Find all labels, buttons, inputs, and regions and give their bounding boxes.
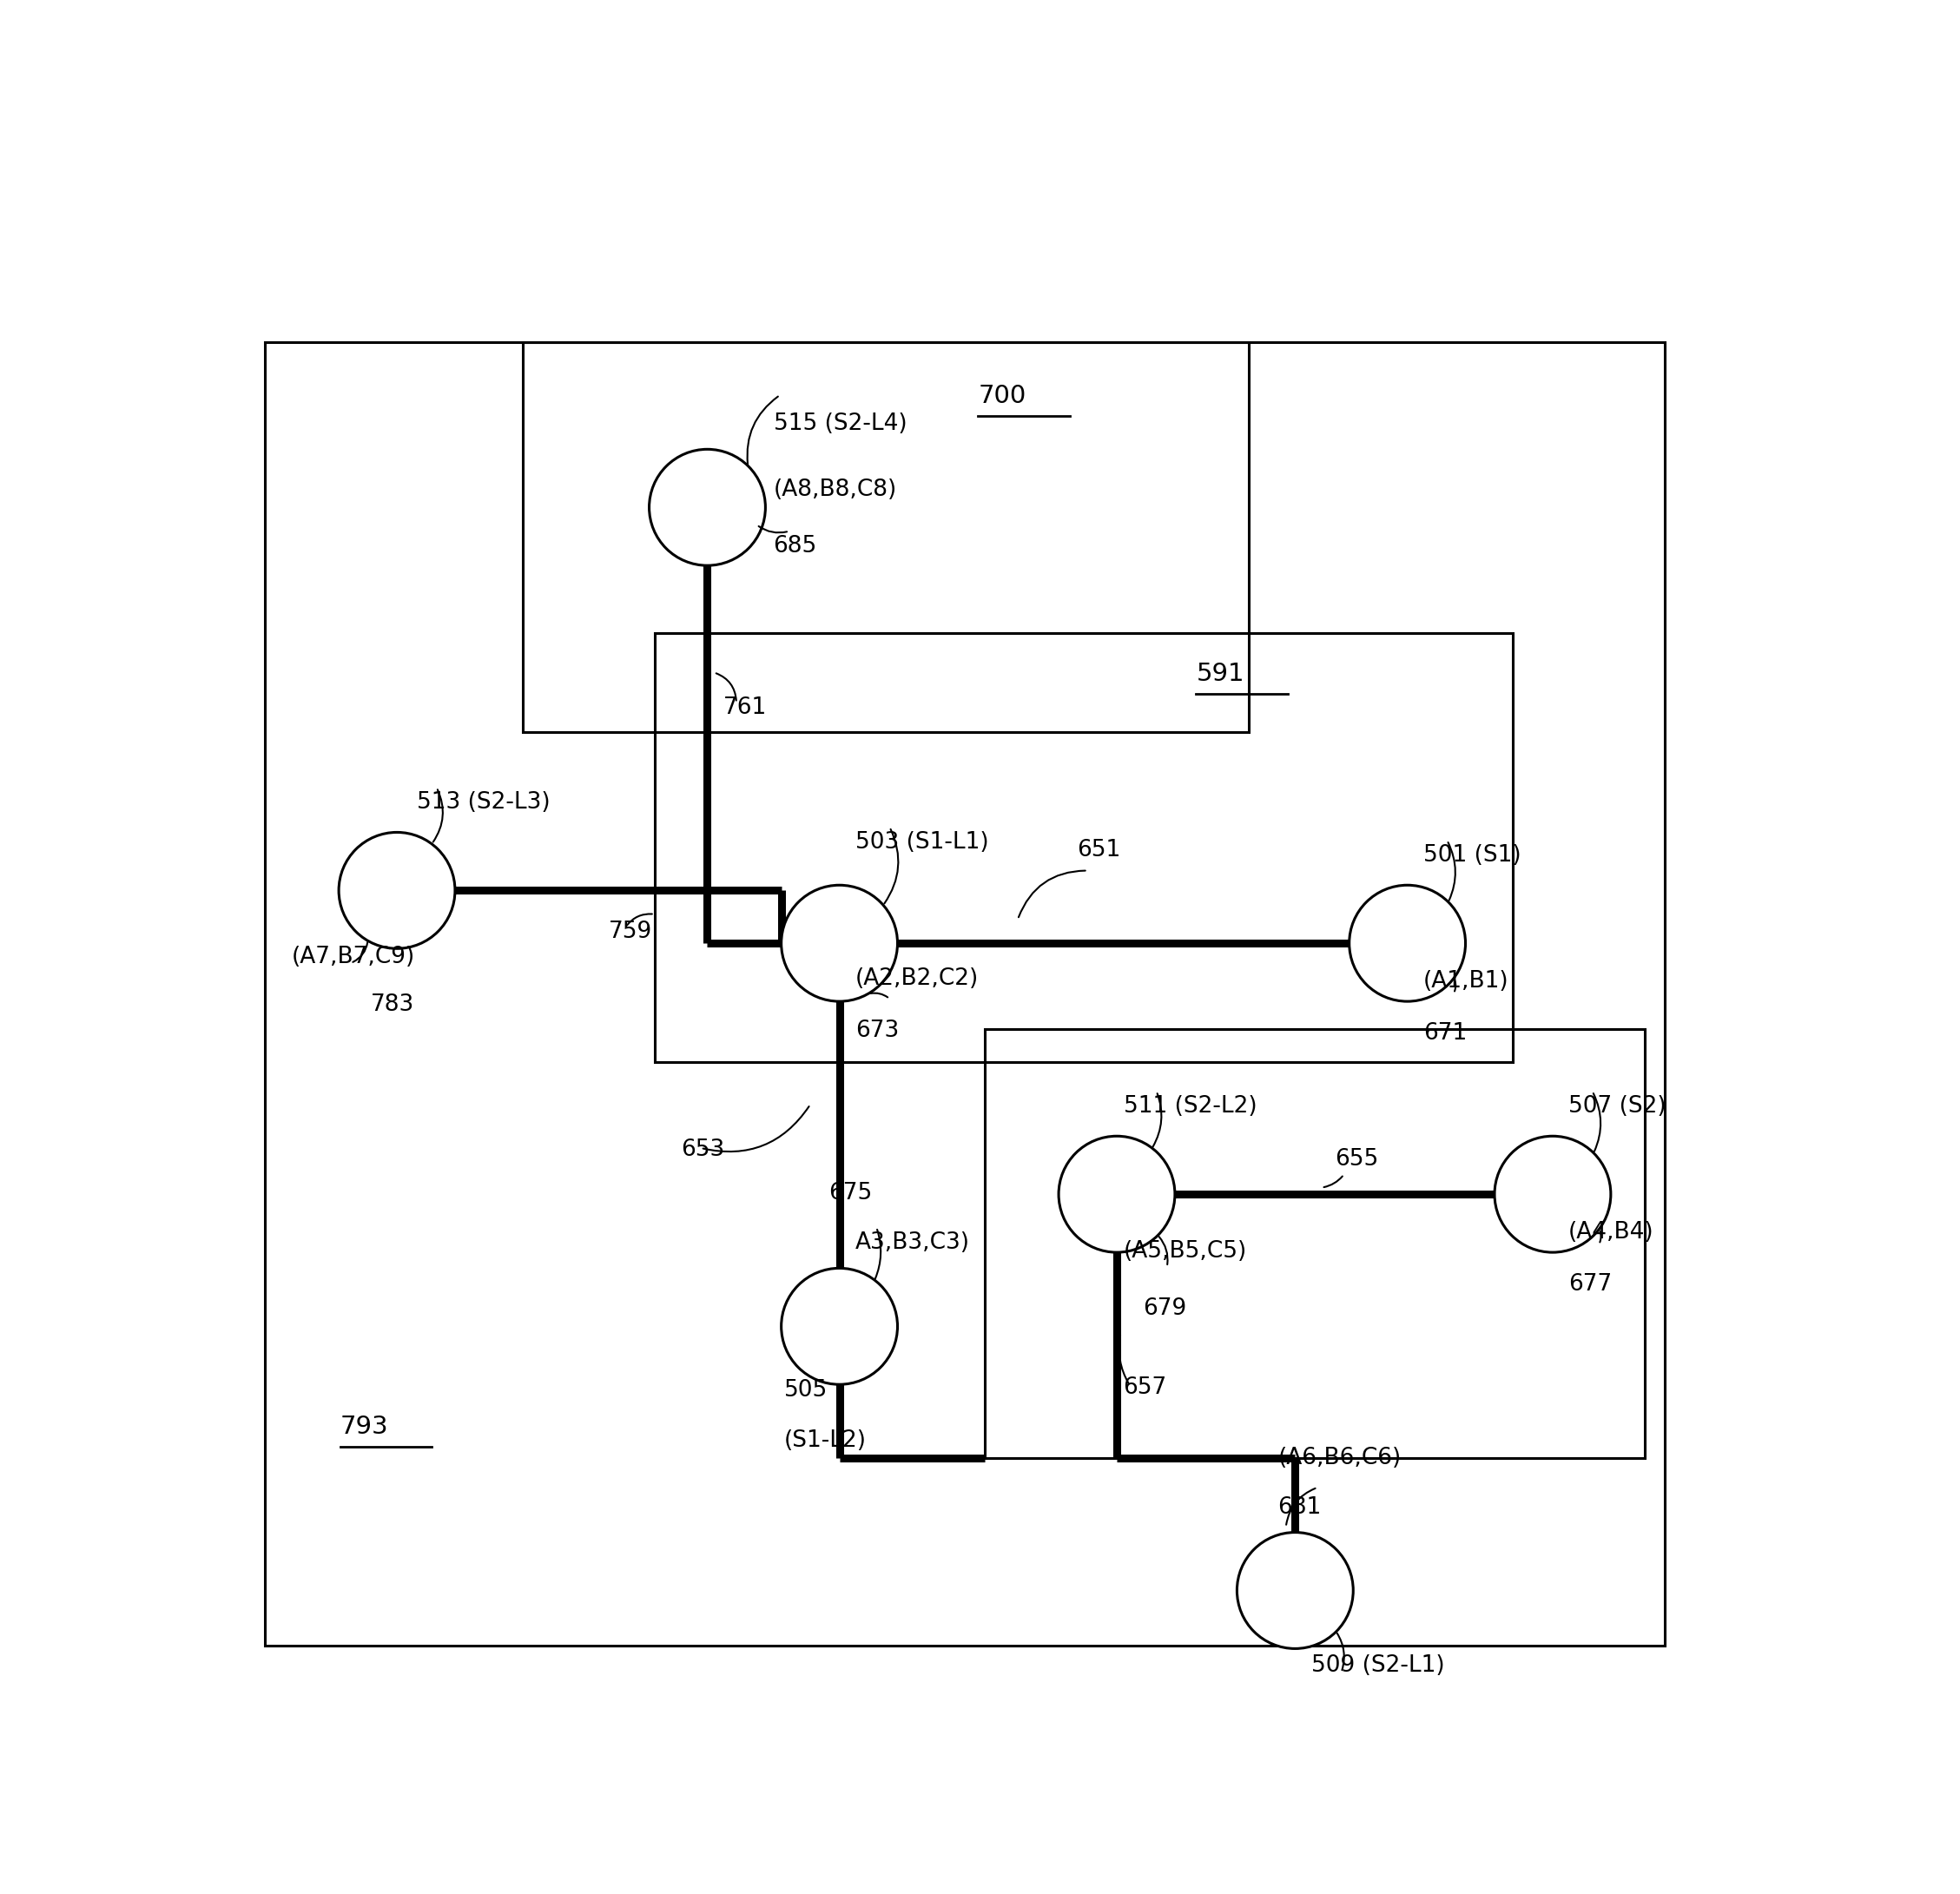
Text: (A5,B5,C5): (A5,B5,C5)	[1123, 1241, 1247, 1263]
Circle shape	[782, 884, 898, 1002]
Circle shape	[1495, 1136, 1611, 1252]
Text: 591: 591	[1196, 661, 1245, 686]
Text: 505: 505	[784, 1379, 827, 1402]
Text: 657: 657	[1123, 1377, 1166, 1400]
Text: 501 (S1): 501 (S1)	[1423, 845, 1521, 867]
Text: 761: 761	[723, 697, 766, 718]
Text: (S1-L2): (S1-L2)	[784, 1430, 866, 1453]
Text: 513 (S2-L3): 513 (S2-L3)	[417, 792, 551, 814]
Text: 759: 759	[608, 920, 653, 943]
Text: (A7,B7,C9): (A7,B7,C9)	[292, 945, 416, 968]
Text: 507 (S2): 507 (S2)	[1568, 1095, 1666, 1117]
Text: 677: 677	[1568, 1273, 1613, 1295]
Text: (A6,B6,C6): (A6,B6,C6)	[1278, 1447, 1401, 1470]
Text: 509 (S2-L1): 509 (S2-L1)	[1311, 1653, 1445, 1676]
Text: 681: 681	[1278, 1496, 1321, 1519]
Circle shape	[1237, 1532, 1352, 1648]
Text: 700: 700	[978, 384, 1027, 409]
Text: 793: 793	[341, 1415, 388, 1439]
Text: (A2,B2,C2): (A2,B2,C2)	[855, 968, 978, 991]
Text: 783: 783	[370, 994, 414, 1015]
Text: 679: 679	[1143, 1297, 1188, 1320]
Circle shape	[1058, 1136, 1174, 1252]
Text: 655: 655	[1335, 1148, 1378, 1170]
Text: 685: 685	[774, 534, 817, 557]
Circle shape	[339, 831, 455, 949]
Text: 671: 671	[1423, 1023, 1466, 1045]
Circle shape	[649, 449, 766, 566]
Text: A3,B3,C3): A3,B3,C3)	[855, 1231, 970, 1254]
Text: 515 (S2-L4): 515 (S2-L4)	[774, 413, 907, 436]
Text: 511 (S2-L2): 511 (S2-L2)	[1123, 1095, 1256, 1117]
Text: 675: 675	[829, 1182, 872, 1205]
Text: 653: 653	[680, 1138, 725, 1161]
Text: (A4,B4): (A4,B4)	[1568, 1220, 1654, 1242]
Text: 673: 673	[855, 1019, 900, 1042]
Circle shape	[1348, 884, 1466, 1002]
Text: 651: 651	[1078, 839, 1121, 862]
Text: (A8,B8,C8): (A8,B8,C8)	[774, 477, 898, 500]
Circle shape	[782, 1269, 898, 1385]
Text: (A1,B1): (A1,B1)	[1423, 970, 1509, 992]
Text: 503 (S1-L1): 503 (S1-L1)	[855, 831, 988, 854]
